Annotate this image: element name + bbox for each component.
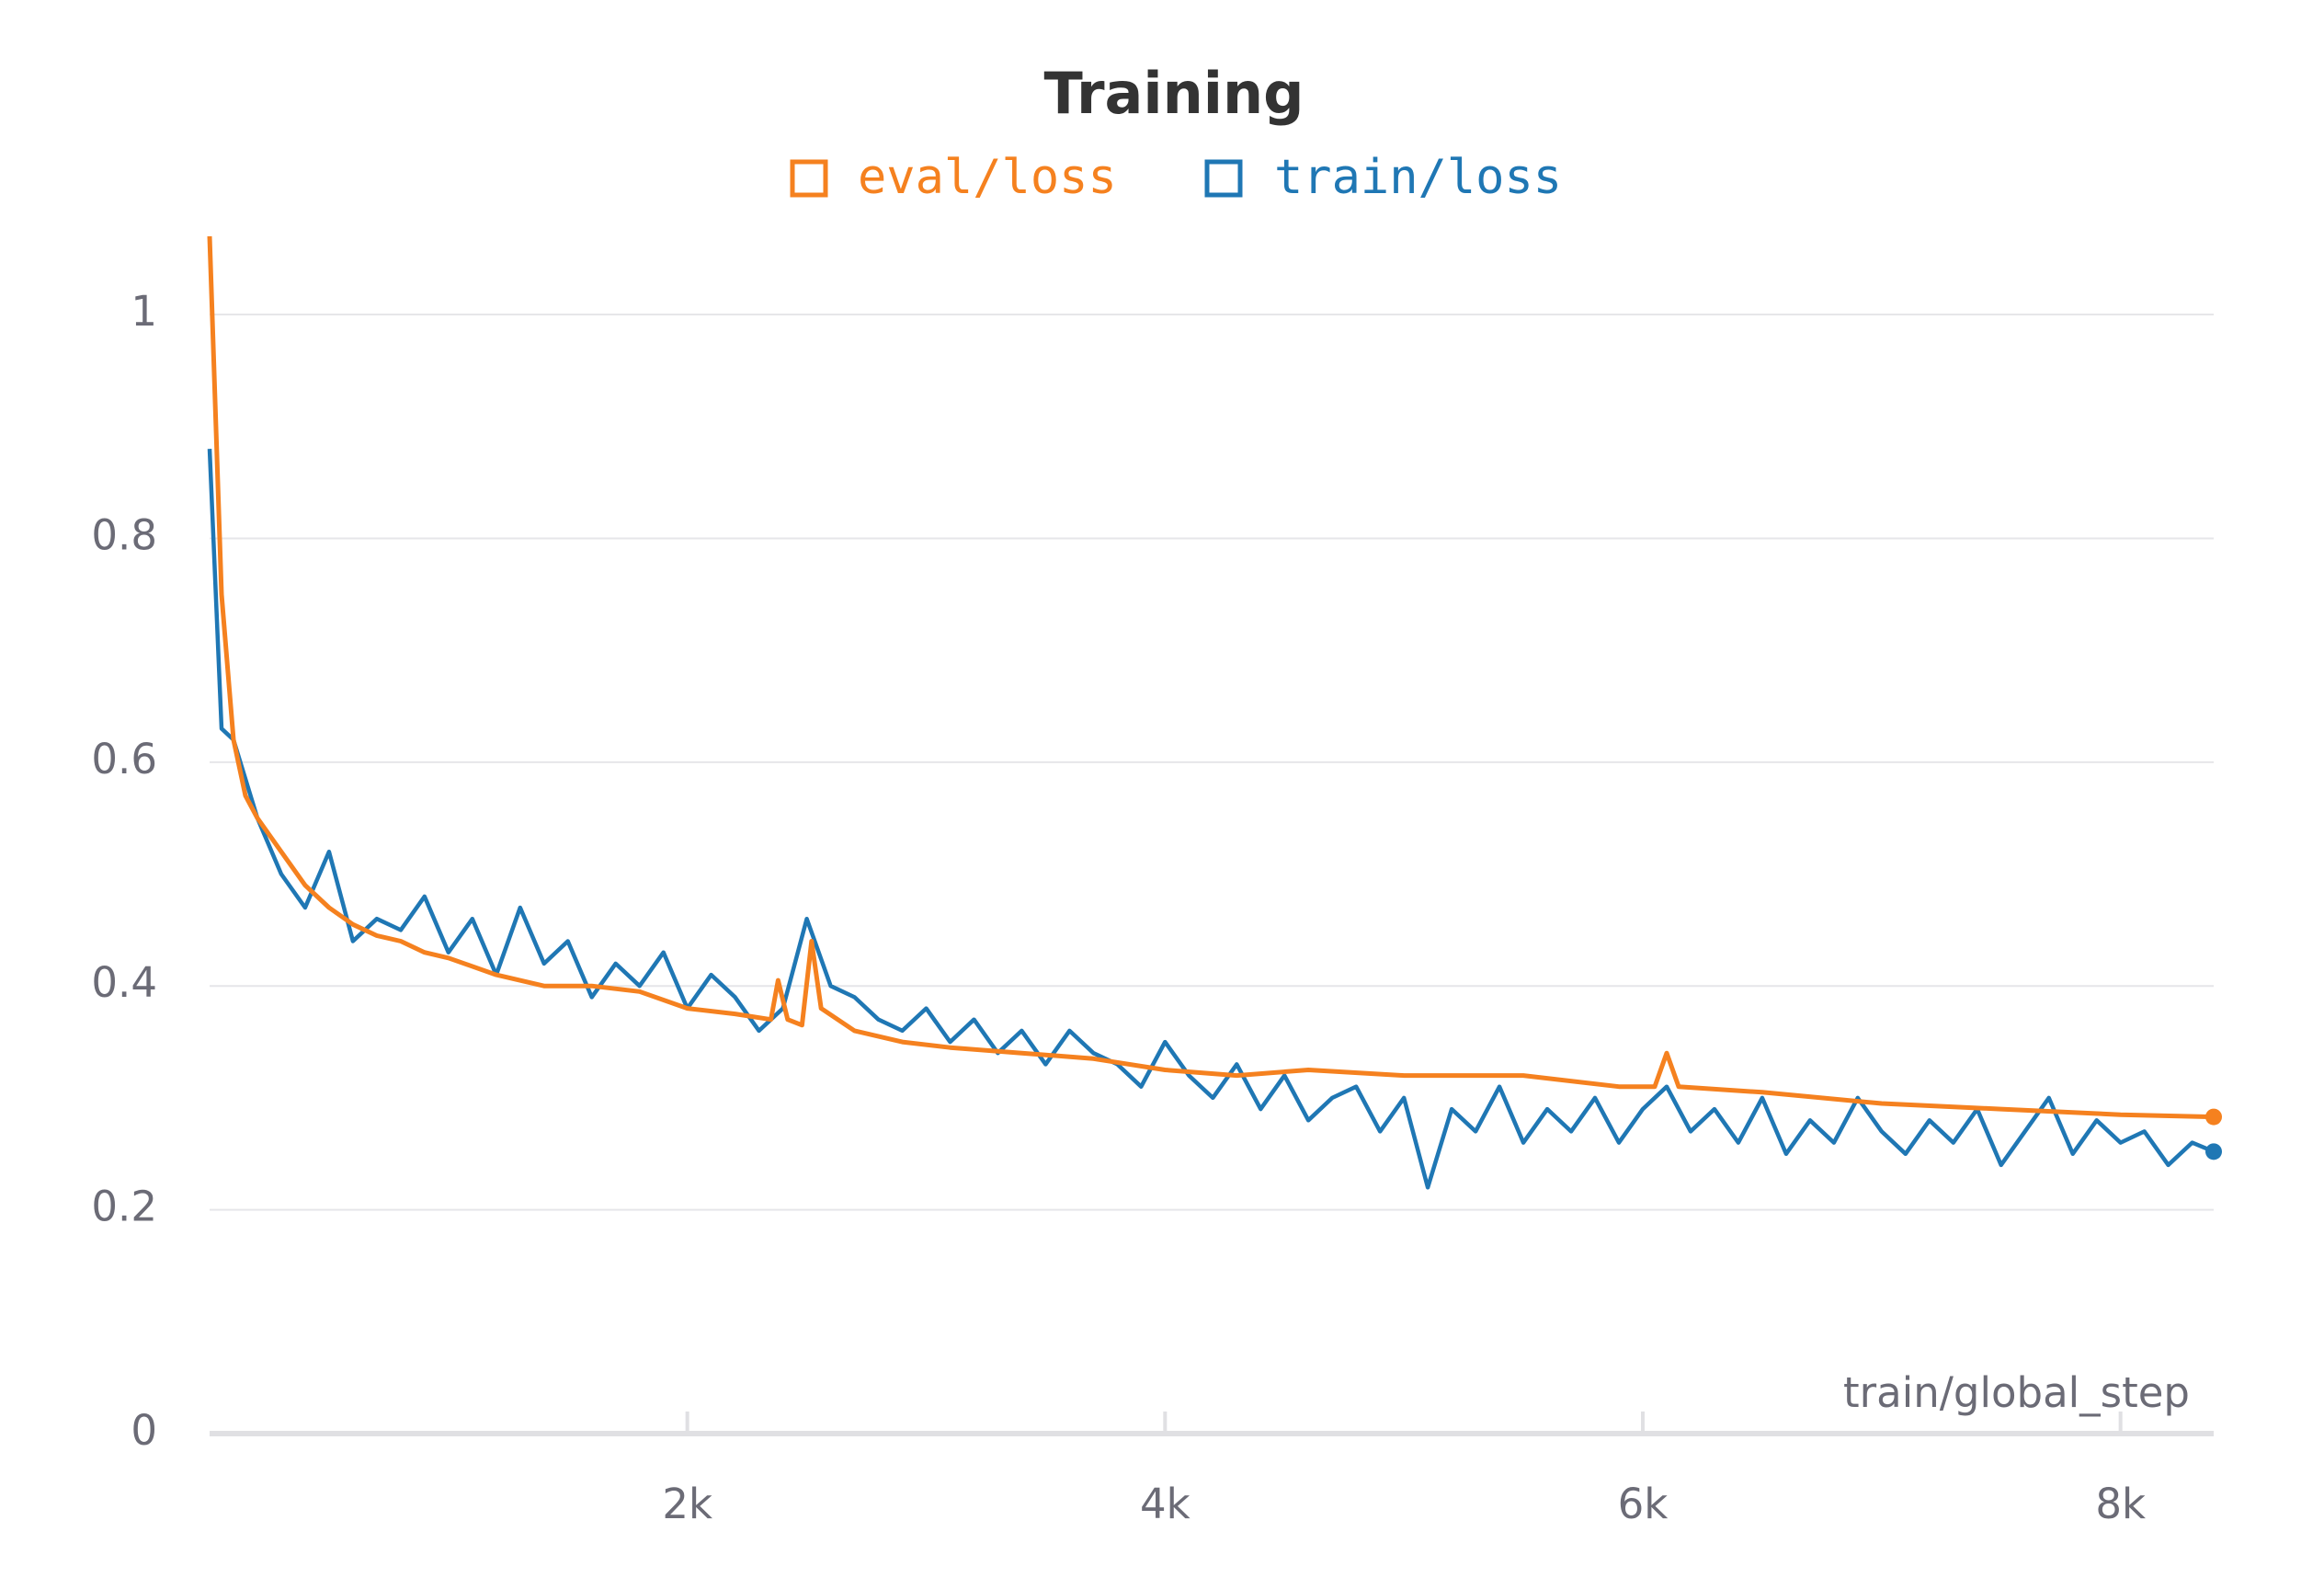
x-tick-label: 2k xyxy=(662,1480,712,1528)
y-tick-label: 0.8 xyxy=(91,510,157,559)
legend-label: eval/loss xyxy=(858,150,1117,205)
y-tick-label: 0.4 xyxy=(91,958,157,1007)
end-point xyxy=(2205,1143,2222,1160)
x-tick-label: 4k xyxy=(1140,1480,1190,1528)
series-line xyxy=(207,449,2215,1190)
y-tick-label: 0 xyxy=(131,1406,157,1455)
legend-label: train/loss xyxy=(1274,150,1562,205)
x-tick-label: 6k xyxy=(1618,1480,1669,1528)
legend-swatch xyxy=(1204,159,1243,198)
end-point xyxy=(2205,1108,2222,1126)
y-tick-label: 1 xyxy=(131,287,157,336)
series-line xyxy=(207,235,2215,1120)
y-tick-label: 0.6 xyxy=(91,735,157,783)
chart-title: Training xyxy=(1043,60,1304,127)
legend-swatch xyxy=(790,159,828,198)
x-axis-label: train/global_step xyxy=(1843,1368,2190,1417)
x-tick-label: 8k xyxy=(2095,1480,2146,1528)
y-tick-label: 0.2 xyxy=(91,1183,157,1231)
